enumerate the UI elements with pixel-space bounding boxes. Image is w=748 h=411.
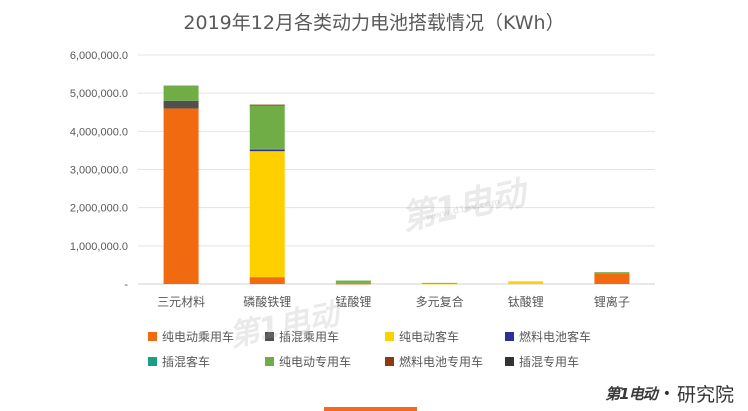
bar-segment bbox=[335, 280, 371, 283]
legend-label: 插混乘用车 bbox=[279, 330, 340, 344]
chart-title: 2019年12月各类动力电池搭载情况（KWh） bbox=[183, 12, 565, 34]
x-tick-label: 锂离子 bbox=[594, 294, 630, 309]
legend-label: 插混专用车 bbox=[519, 355, 580, 369]
legend-swatch bbox=[265, 357, 274, 366]
x-tick-label: 三元材料 bbox=[157, 295, 205, 309]
brand-logo-mark: 第1电动 bbox=[605, 385, 657, 403]
y-tick-label: 6,000,000.0 bbox=[70, 50, 128, 62]
bottom-accent-bar bbox=[324, 407, 417, 411]
bar-segment bbox=[422, 282, 458, 284]
x-tick-label: 钛酸锂 bbox=[508, 294, 544, 309]
bar-segment bbox=[249, 151, 285, 278]
y-tick-label: 2,000,000.0 bbox=[70, 203, 128, 215]
x-tick-label: 磷酸铁锂 bbox=[243, 294, 291, 309]
x-tick-label: 多元复合 bbox=[416, 294, 464, 309]
bar-segment bbox=[594, 272, 630, 274]
legend-item: 插混乘用车 bbox=[265, 328, 339, 345]
bar-segment bbox=[594, 273, 630, 284]
legend-swatch bbox=[385, 332, 394, 341]
legend-swatch bbox=[385, 357, 394, 366]
legend-swatch bbox=[505, 357, 514, 366]
bar-segment bbox=[249, 149, 285, 152]
y-tick-label: 3,000,000.0 bbox=[70, 165, 128, 177]
bar-segment bbox=[249, 104, 285, 106]
brand-dot: • bbox=[662, 385, 671, 402]
bar-segment bbox=[508, 281, 544, 284]
bar-segment bbox=[163, 85, 199, 101]
brand-name: 研究院 bbox=[676, 384, 734, 406]
legend-item: 插混专用车 bbox=[505, 353, 579, 370]
bar-segment bbox=[335, 282, 371, 284]
bar-segment bbox=[422, 283, 458, 285]
legend-label: 燃料电池专用车 bbox=[399, 355, 484, 369]
bar-segment bbox=[163, 100, 199, 109]
y-tick-label: 1,000,000.0 bbox=[70, 241, 128, 253]
y-tick-label: 4,000,000.0 bbox=[70, 126, 128, 138]
legend-item: 插混客车 bbox=[148, 353, 210, 370]
x-tick-label: 锰酸锂 bbox=[335, 294, 371, 309]
legend-item: 纯电动客车 bbox=[385, 328, 459, 345]
stacked-bar-chart: - 1,000,000.0 2,000,000.0 3,000,000.0 4,000,… bbox=[70, 50, 655, 309]
legend-swatch bbox=[505, 332, 514, 341]
legend-item: 燃料电池客车 bbox=[505, 328, 591, 345]
legend-label: 纯电动专用车 bbox=[279, 355, 352, 369]
legend-item: 燃料电池专用车 bbox=[385, 353, 483, 370]
legend-swatch bbox=[265, 332, 274, 341]
y-tick-label: - bbox=[124, 279, 128, 291]
bar-segment bbox=[249, 277, 285, 284]
legend-label: 插混客车 bbox=[162, 355, 211, 369]
legend-swatch bbox=[148, 357, 157, 366]
bar-segment bbox=[249, 104, 285, 149]
legend-swatch bbox=[148, 332, 157, 341]
legend-label: 纯电动客车 bbox=[399, 330, 460, 344]
legend-item: 纯电动乘用车 bbox=[148, 328, 234, 345]
legend-label: 纯电动乘用车 bbox=[162, 330, 235, 344]
bar-segment bbox=[163, 108, 199, 284]
legend-item: 纯电动专用车 bbox=[265, 353, 351, 370]
bar-segment bbox=[249, 148, 285, 150]
y-tick-label: 5,000,000.0 bbox=[70, 88, 128, 100]
legend-label: 燃料电池客车 bbox=[519, 330, 592, 344]
brand-logo: 第1电动 • 研究院 bbox=[605, 380, 734, 407]
